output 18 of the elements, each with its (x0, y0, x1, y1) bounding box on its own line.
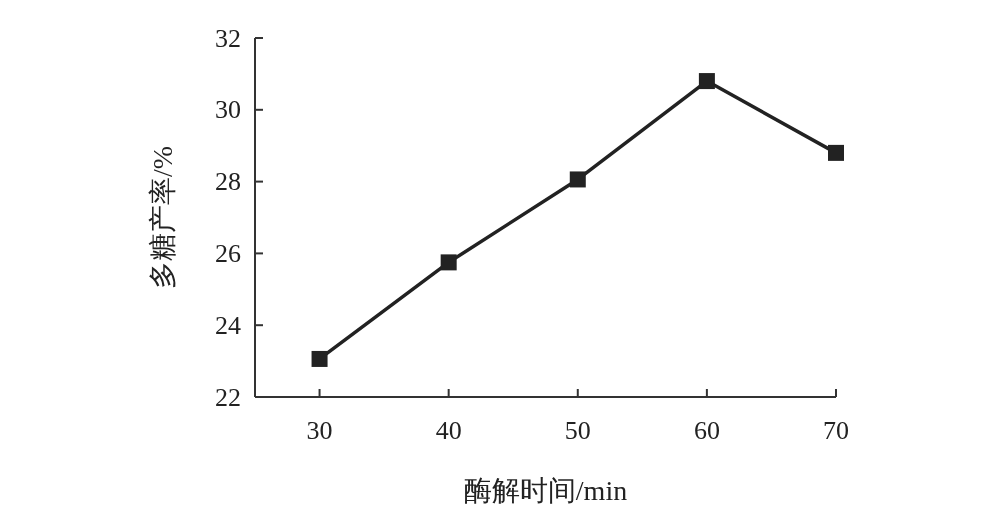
point (828, 144, 844, 161)
x-axis-title: 酶解时间/min (463, 475, 628, 506)
y-tick-label: 22 (215, 382, 241, 412)
x-tick-label: 70 (823, 416, 849, 445)
y-tick-label: 24 (215, 310, 241, 340)
x-tick-label: 40 (435, 416, 462, 445)
point (569, 171, 586, 188)
x-tick-label: 60 (693, 416, 720, 445)
x-tick-label: 30 (306, 416, 333, 445)
x-tick-label: 50 (564, 416, 591, 445)
y-tick-label: 28 (215, 167, 241, 197)
y-tick-label: 30 (215, 95, 241, 125)
y-axis-title: 多糖产率/% (147, 145, 178, 290)
point (311, 350, 328, 367)
point (440, 254, 457, 271)
point (698, 73, 715, 90)
y-tick-label: 26 (215, 238, 241, 268)
y-tick-label: 32 (215, 23, 241, 53)
